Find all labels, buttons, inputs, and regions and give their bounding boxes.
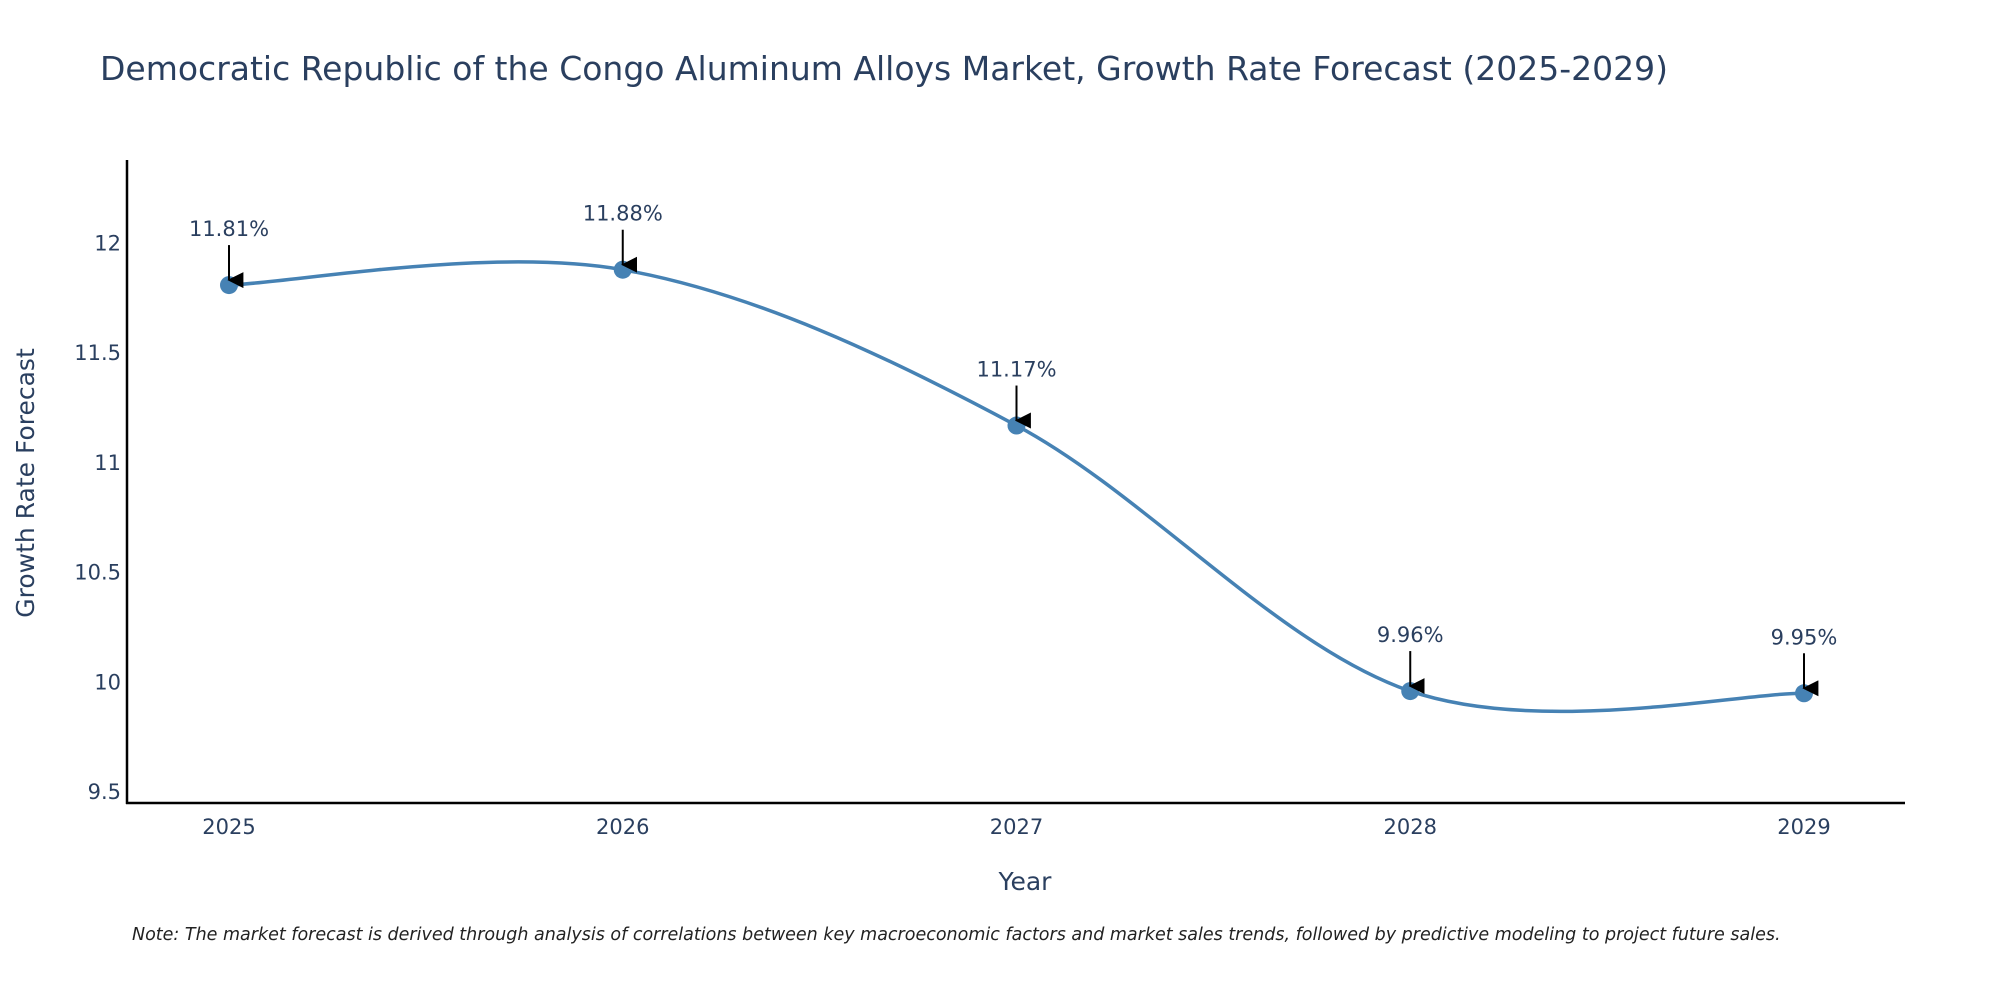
- y-tick-label: 12: [94, 231, 121, 255]
- y-tick-label: 10.5: [74, 561, 121, 585]
- chart-title: Democratic Republic of the Congo Aluminu…: [100, 49, 1668, 88]
- x-tick-label: 2028: [1384, 815, 1437, 839]
- plot-area: 9.5 10 10.5 11 11.5 12 2025 2026 2027 2028 2029 11.…: [74, 160, 1905, 839]
- data-label: 11.17%: [976, 358, 1056, 382]
- x-tick-label: 2026: [596, 815, 649, 839]
- data-label: 9.95%: [1771, 625, 1838, 649]
- chart-note: Note: The market forecast is derived thr…: [132, 925, 1781, 945]
- y-tick-label: 9.5: [88, 780, 121, 804]
- y-tick-label: 11.5: [74, 341, 121, 365]
- y-axis-title: Growth Rate Forecast: [11, 348, 40, 618]
- data-label: 11.81%: [189, 217, 269, 241]
- x-axis-title: Year: [998, 867, 1053, 896]
- x-tick-label: 2029: [1777, 815, 1830, 839]
- y-tick-label: 10: [94, 670, 121, 694]
- data-label: 9.96%: [1377, 623, 1444, 647]
- x-tick-label: 2027: [990, 815, 1043, 839]
- series-line: [227, 260, 1806, 714]
- y-tick-label: 11: [94, 451, 121, 475]
- x-tick-label: 2025: [202, 815, 255, 839]
- data-label: 11.88%: [583, 202, 663, 226]
